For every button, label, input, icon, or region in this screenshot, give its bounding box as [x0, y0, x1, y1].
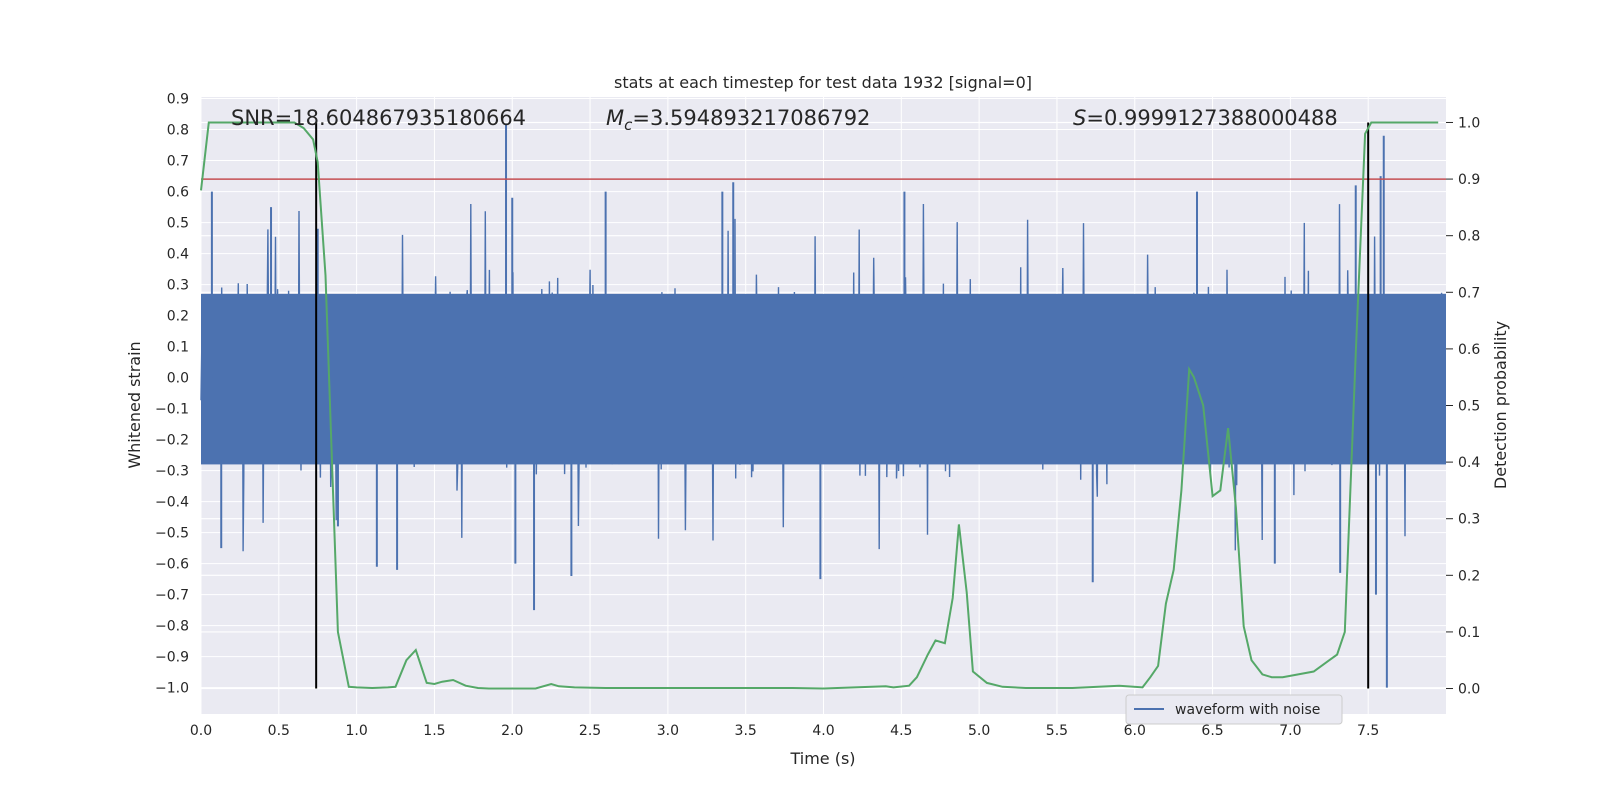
- y-left-tick-label: −0.8: [155, 619, 189, 635]
- waveform-series: [200, 123, 1446, 688]
- x-tick-label: 7.0: [1279, 723, 1301, 739]
- y-right-axis-label: Detection probability: [1491, 321, 1510, 489]
- y-left-tick-label: −0.9: [155, 650, 189, 666]
- x-tick-label: 7.5: [1357, 723, 1379, 739]
- legend-box: [1125, 694, 1343, 725]
- probability-series: [200, 121, 1439, 690]
- legend: waveform with noise: [1125, 694, 1343, 725]
- y-left-tick-label: 0.2: [167, 309, 189, 325]
- x-tick-labels: 0.0 0.5 1.0 1.5 2.0 2.5 3.0 3.5 4.0 4.5 5.0 5.5 6.0 6…: [190, 723, 1379, 739]
- y-right-tick-label: 0.5: [1458, 399, 1480, 415]
- chirp-mass-symbol: M: [606, 106, 624, 130]
- y-right-tick-label: 0.9: [1458, 172, 1480, 188]
- y-right-tick-label: 0.8: [1458, 229, 1480, 245]
- y-left-tick-label: 0.7: [167, 154, 189, 170]
- y-right-tick-label: 0.2: [1458, 568, 1480, 584]
- chirp-mass-annotation: Mc=3.594893217086792: [606, 106, 870, 134]
- y-left-tick-label: 0.4: [167, 247, 189, 263]
- legend-label: waveform with noise: [1175, 702, 1320, 718]
- x-tick-label: 3.0: [657, 723, 679, 739]
- x-tick-label: 4.5: [890, 723, 912, 739]
- x-tick-label: 2.5: [579, 723, 601, 739]
- y-left-tick-label: −0.4: [155, 495, 189, 511]
- y-left-tick-label: 0.3: [167, 278, 189, 294]
- x-tick-label: 6.0: [1124, 723, 1146, 739]
- y-left-tick-label: 0.0: [167, 371, 189, 387]
- score-value: =0.9999127388000488: [1086, 106, 1337, 130]
- y-right-tick-label: 0.7: [1458, 285, 1480, 301]
- y-left-tick-label: −0.2: [155, 433, 189, 449]
- chart-title: stats at each timestep for test data 193…: [614, 73, 1032, 92]
- y-left-tick-label: 0.5: [167, 216, 189, 232]
- y-left-tick-labels: 0.9 0.8 0.7 0.6 0.5 0.4 0.3 0.2 0.1 0.0 −0.1 −0.2 −0…: [155, 92, 189, 697]
- x-tick-label: 4.0: [812, 723, 834, 739]
- y-right-tick-label: 0.3: [1458, 512, 1480, 528]
- x-axis-label: Time (s): [789, 749, 855, 768]
- y-right-tick-labels: 1.0 0.9 0.8 0.7 0.6 0.5 0.4 0.3 0.2 0.1 0.0: [1446, 115, 1480, 698]
- y-left-axis-label: Whitened strain: [125, 341, 144, 468]
- y-right-tick-label: 0.6: [1458, 342, 1480, 358]
- score-annotation: S=0.9999127388000488: [1073, 106, 1338, 130]
- score-symbol: S: [1073, 106, 1086, 130]
- y-left-tick-label: 0.8: [167, 123, 189, 139]
- chirp-mass-value: =3.594893217086792: [632, 106, 870, 130]
- x-tick-label: 2.0: [501, 723, 523, 739]
- y-right-tick-label: 0.1: [1458, 625, 1480, 641]
- x-tick-label: 1.5: [423, 723, 445, 739]
- y-right-tick-label: 0.4: [1458, 455, 1480, 471]
- x-tick-label: 0.0: [190, 723, 212, 739]
- probability-line: [200, 121, 1439, 690]
- chirp-mass-subscript: c: [624, 116, 633, 134]
- y-left-tick-label: −0.5: [155, 526, 189, 542]
- x-tick-label: 6.5: [1201, 723, 1223, 739]
- snr-annotation: SNR=18.604867935180664: [231, 106, 526, 130]
- waveform-dense-band: [201, 293, 1446, 465]
- y-left-tick-label: 0.1: [167, 340, 189, 356]
- x-tick-label: 5.5: [1046, 723, 1068, 739]
- y-left-tick-label: −1.0: [155, 681, 189, 697]
- y-right-tick-label: 0.0: [1458, 682, 1480, 698]
- y-left-tick-label: 0.6: [167, 185, 189, 201]
- x-tick-label: 0.5: [268, 723, 290, 739]
- vertical-marker-lines: [315, 122, 1370, 689]
- y-left-tick-label: −0.3: [155, 464, 189, 480]
- y-left-tick-label: −0.7: [155, 588, 189, 604]
- y-left-tick-label: −0.1: [155, 402, 189, 418]
- y-right-tick-label: 1.0: [1458, 115, 1480, 131]
- x-tick-label: 5.0: [968, 723, 990, 739]
- x-tick-label: 1.0: [345, 723, 367, 739]
- y-left-tick-label: −0.6: [155, 557, 189, 573]
- y-left-tick-label: 0.9: [167, 92, 189, 108]
- x-tick-label: 3.5: [735, 723, 757, 739]
